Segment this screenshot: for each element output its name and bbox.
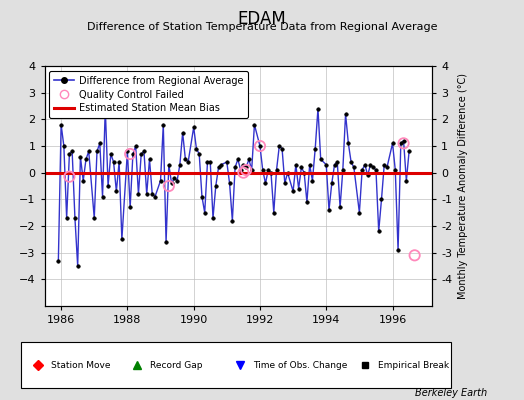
Point [410,252,419,258]
Text: Empirical Break: Empirical Break [378,360,449,370]
Point [239,170,247,176]
Text: Difference of Station Temperature Data from Regional Average: Difference of Station Temperature Data f… [87,22,437,32]
Text: Record Gap: Record Gap [150,360,202,370]
Point [165,183,173,189]
Text: Time of Obs. Change: Time of Obs. Change [253,360,347,370]
Point [65,174,73,180]
Point [242,167,250,173]
Text: EDAM: EDAM [237,10,287,28]
Text: Station Move: Station Move [51,360,111,370]
Y-axis label: Monthly Temperature Anomaly Difference (°C): Monthly Temperature Anomaly Difference (… [458,73,468,299]
Point [256,143,264,149]
Text: Berkeley Earth: Berkeley Earth [415,388,487,398]
Legend: Difference from Regional Average, Quality Control Failed, Estimated Station Mean: Difference from Regional Average, Qualit… [49,71,248,118]
Point [126,151,134,157]
Point [399,140,408,146]
FancyBboxPatch shape [21,342,451,388]
